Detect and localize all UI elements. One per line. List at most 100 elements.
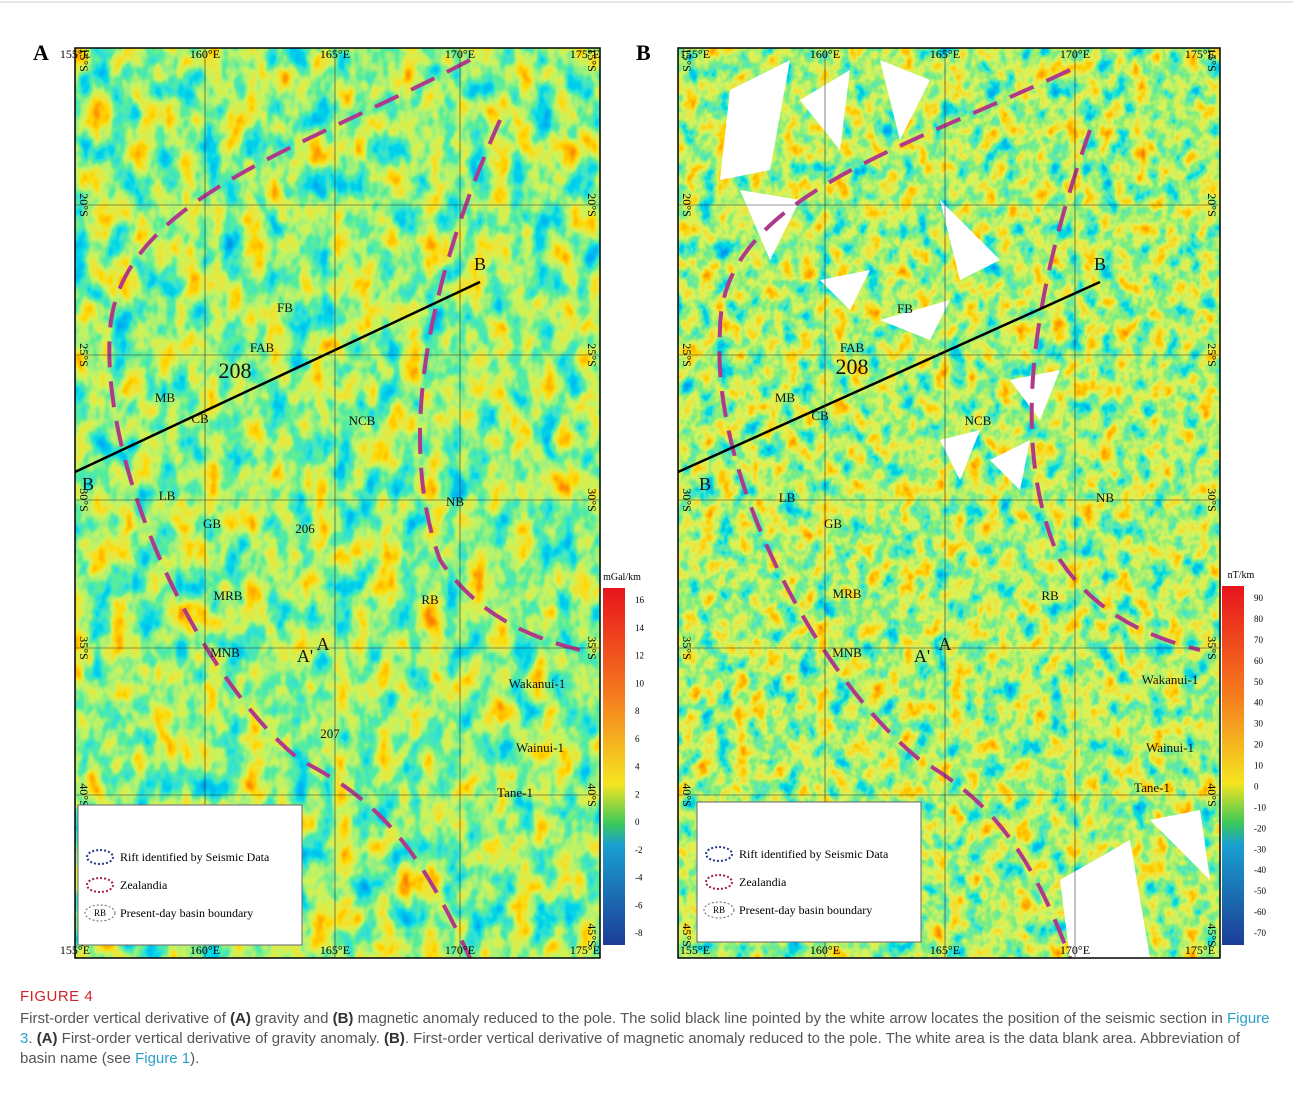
colorbar-tick: 0 bbox=[635, 817, 640, 827]
map-label: RB bbox=[421, 592, 439, 607]
map-label: 207 bbox=[320, 726, 340, 741]
colorbar-tick: -40 bbox=[1254, 865, 1266, 875]
map-label: FB bbox=[897, 301, 913, 316]
map-label: FB bbox=[277, 300, 293, 315]
caption-segment: gravity and bbox=[251, 1010, 333, 1027]
colorbar-tick: 4 bbox=[635, 762, 640, 772]
colorbar bbox=[603, 588, 625, 945]
caption-segment: (B) bbox=[384, 1030, 405, 1047]
colorbar-tick: -6 bbox=[635, 900, 643, 910]
lat-label: 15°S bbox=[77, 48, 91, 71]
lon-label: 170°E bbox=[445, 47, 475, 61]
map-label: RB bbox=[1041, 588, 1059, 603]
map-label: NB bbox=[446, 494, 464, 509]
colorbar-tick: -20 bbox=[1254, 823, 1266, 833]
colorbar-tick: 90 bbox=[1254, 593, 1264, 603]
map-label: A' bbox=[297, 646, 313, 666]
map-label: LB bbox=[159, 488, 176, 503]
colorbar-tick: -10 bbox=[1254, 802, 1266, 812]
map-label: FAB bbox=[250, 340, 275, 355]
colorbar-tick: -50 bbox=[1254, 886, 1266, 896]
map-label: MB bbox=[775, 390, 796, 405]
caption-segment: (A) bbox=[37, 1030, 58, 1047]
legend-box bbox=[78, 805, 302, 945]
map-label: A' bbox=[914, 646, 930, 666]
map-label: MRB bbox=[833, 586, 862, 601]
legend-text: Present-day basin boundary bbox=[120, 906, 253, 920]
lat-label: 45°S bbox=[1205, 923, 1219, 946]
map-label: A bbox=[317, 634, 330, 654]
lat-label: 30°S bbox=[680, 488, 694, 511]
colorbar bbox=[1222, 586, 1244, 945]
colorbar-tick: 40 bbox=[1254, 698, 1264, 708]
legend-text: Zealandia bbox=[120, 878, 168, 892]
lat-label: 40°S bbox=[1205, 783, 1219, 806]
caption-segment: (A) bbox=[230, 1010, 251, 1027]
lat-label: 20°S bbox=[585, 193, 599, 216]
lat-label: 45°S bbox=[585, 923, 599, 946]
page: A155°E155°E160°E160°E165°E165°E170°E170°… bbox=[0, 0, 1293, 1099]
caption-segment[interactable]: Figure 1 bbox=[135, 1050, 190, 1067]
map-label: LB bbox=[779, 490, 796, 505]
map-label: B bbox=[1094, 254, 1106, 274]
caption-segment: (B) bbox=[333, 1010, 354, 1027]
colorbar-tick: 10 bbox=[1254, 761, 1264, 771]
lat-label: 15°S bbox=[1205, 48, 1219, 71]
colorbar-tick: -30 bbox=[1254, 844, 1266, 854]
lat-label: 25°S bbox=[680, 343, 694, 366]
legend-text: RB bbox=[713, 905, 725, 915]
lat-label: 40°S bbox=[77, 783, 91, 806]
lat-label: 40°S bbox=[680, 783, 694, 806]
caption-segment: First-order vertical derivative of gravi… bbox=[58, 1030, 385, 1047]
lon-label: 170°E bbox=[445, 943, 475, 957]
colorbar-tick: 70 bbox=[1254, 635, 1264, 645]
lon-label: 160°E bbox=[190, 47, 220, 61]
lat-label: 20°S bbox=[77, 193, 91, 216]
lat-label: 35°S bbox=[680, 636, 694, 659]
legend-text: Present-day basin boundary bbox=[739, 903, 872, 917]
lat-label: 20°S bbox=[1205, 193, 1219, 216]
lat-label: 25°S bbox=[585, 343, 599, 366]
colorbar-tick: 60 bbox=[1254, 656, 1264, 666]
colorbar-tick: 14 bbox=[635, 623, 645, 633]
map-label: B bbox=[474, 254, 486, 274]
colorbar-unit: nT/km bbox=[1228, 570, 1255, 581]
map-label: B bbox=[82, 474, 94, 494]
colorbar-tick: 16 bbox=[635, 595, 645, 605]
legend-text: Zealandia bbox=[739, 875, 787, 889]
map-label: FAB bbox=[840, 340, 865, 355]
caption-segment: ). bbox=[190, 1050, 199, 1067]
colorbar-tick: 10 bbox=[635, 678, 645, 688]
map-label: 208 bbox=[836, 354, 869, 379]
map-label: Tane-1 bbox=[497, 785, 533, 800]
map-label: NCB bbox=[349, 413, 376, 428]
map-label: NCB bbox=[965, 413, 992, 428]
figure-label: FIGURE 4 bbox=[20, 988, 1275, 1005]
map-label: A bbox=[939, 634, 952, 654]
map-label: MB bbox=[155, 390, 176, 405]
colorbar-tick: -2 bbox=[635, 845, 643, 855]
caption-text: First-order vertical derivative of (A) g… bbox=[20, 1009, 1275, 1069]
lat-label: 25°S bbox=[77, 343, 91, 366]
caption-segment: First-order vertical derivative of bbox=[20, 1010, 230, 1027]
lon-label: 165°E bbox=[930, 943, 960, 957]
colorbar-tick: -70 bbox=[1254, 928, 1266, 938]
map-label: MNB bbox=[210, 645, 240, 660]
map-label: 206 bbox=[295, 521, 315, 536]
map-label: NB bbox=[1096, 490, 1114, 505]
map-label: Wakanui-1 bbox=[509, 676, 566, 691]
legend-text: Rift identified by Seismic Data bbox=[739, 847, 889, 861]
map-label: GB bbox=[824, 516, 842, 531]
colorbar-tick: -4 bbox=[635, 873, 643, 883]
legend-text: Rift identified by Seismic Data bbox=[120, 850, 270, 864]
colorbar-tick: 12 bbox=[635, 651, 644, 661]
lon-label: 165°E bbox=[930, 47, 960, 61]
colorbar-tick: 80 bbox=[1254, 614, 1264, 624]
panel-label: B bbox=[636, 40, 651, 65]
map-label: Wakanui-1 bbox=[1142, 672, 1199, 687]
map-label: Tane-1 bbox=[1134, 780, 1170, 795]
legend-text: RB bbox=[94, 908, 106, 918]
caption: FIGURE 4 First-order vertical derivative… bbox=[20, 988, 1275, 1069]
map-label: Wainui-1 bbox=[516, 740, 564, 755]
